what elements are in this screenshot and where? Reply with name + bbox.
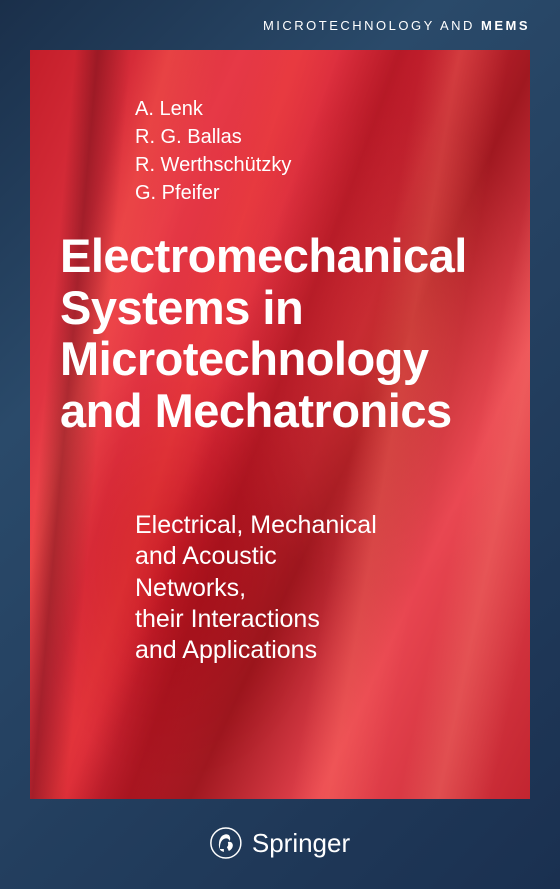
publisher-name: Springer xyxy=(252,828,350,859)
title-line: Systems in xyxy=(60,282,467,334)
subtitle-line: and Acoustic xyxy=(135,541,377,572)
authors-block: A. Lenk R. G. Ballas R. Werthschützky G.… xyxy=(135,95,291,207)
subtitle-line: Networks, xyxy=(135,573,377,604)
series-prefix: MICROTECHNOLOGY AND xyxy=(263,18,481,33)
publisher-block: Springer xyxy=(210,827,350,859)
author-name: R. G. Ballas xyxy=(135,123,291,151)
title-line: Microtechnology xyxy=(60,333,467,385)
series-suffix: MEMS xyxy=(481,18,530,33)
author-name: A. Lenk xyxy=(135,95,291,123)
book-cover: MICROTECHNOLOGY AND MEMS A. Lenk R. G. B… xyxy=(0,0,560,889)
book-title: Electromechanical Systems in Microtechno… xyxy=(60,230,467,437)
subtitle-line: their Interactions xyxy=(135,604,377,635)
series-header: MICROTECHNOLOGY AND MEMS xyxy=(263,18,530,33)
title-line: and Mechatronics xyxy=(60,385,467,437)
author-name: G. Pfeifer xyxy=(135,179,291,207)
subtitle-line: Electrical, Mechanical xyxy=(135,510,377,541)
author-name: R. Werthschützky xyxy=(135,151,291,179)
springer-logo-icon xyxy=(210,827,242,859)
title-line: Electromechanical xyxy=(60,230,467,282)
subtitle-line: and Applications xyxy=(135,635,377,666)
book-subtitle: Electrical, Mechanical and Acoustic Netw… xyxy=(135,510,377,666)
